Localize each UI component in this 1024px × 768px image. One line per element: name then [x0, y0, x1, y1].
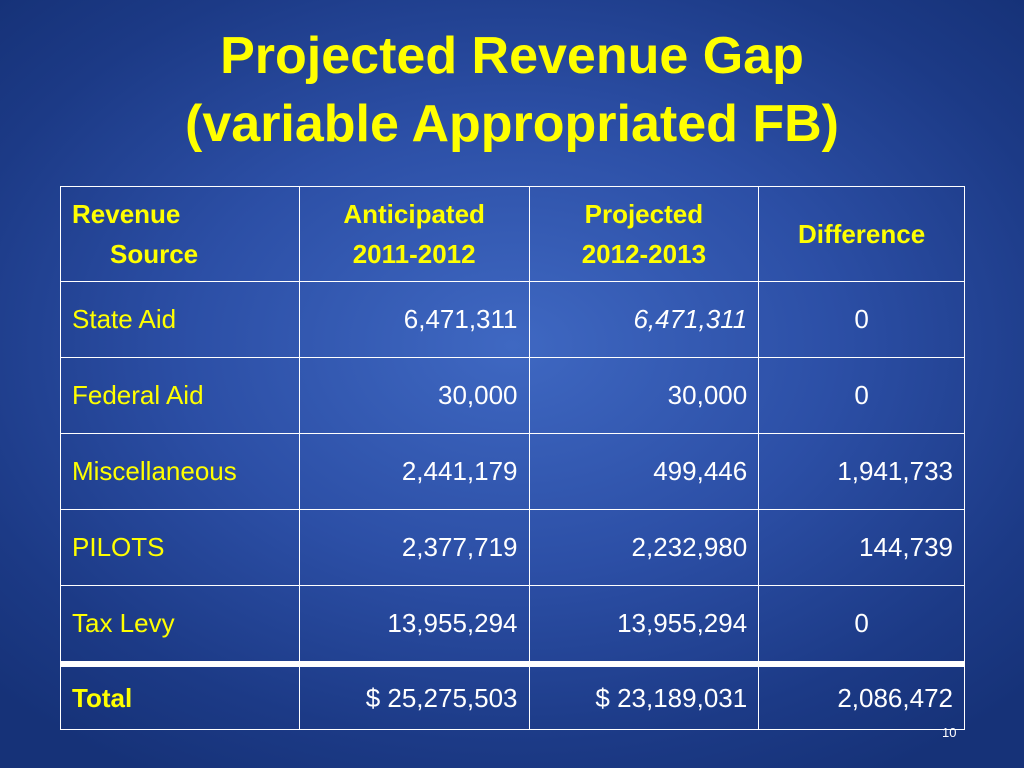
row-projected: 13,955,294: [528, 585, 760, 662]
header-projected-line1: Projected: [584, 199, 704, 229]
total-row: Total $ 25,275,503 $ 23,189,031 2,086,47…: [60, 666, 965, 730]
row-difference: 0: [758, 281, 965, 358]
table-row: State Aid 6,471,311 6,471,311 0: [60, 281, 965, 358]
slide-title: Projected Revenue Gap (variable Appropri…: [0, 22, 1024, 158]
total-difference: 2,086,472: [758, 666, 965, 730]
header-anticipated-line2: 2011-2012: [352, 239, 476, 269]
header-difference: Difference: [758, 186, 965, 282]
row-source: Federal Aid: [60, 357, 300, 434]
header-revenue-source-line2: Source: [110, 239, 199, 269]
row-anticipated: 13,955,294: [298, 585, 530, 662]
header-anticipated-line1: Anticipated: [343, 199, 485, 229]
table-row: PILOTS 2,377,719 2,232,980 144,739: [60, 509, 965, 586]
row-difference: 144,739: [758, 509, 965, 586]
row-anticipated: 6,471,311: [298, 281, 530, 358]
total-label: Total: [60, 666, 300, 730]
page-number: 10: [942, 725, 957, 740]
header-revenue-source: Revenue Source: [60, 186, 300, 282]
slide-title-line2: (variable Appropriated FB): [185, 95, 839, 153]
row-source: State Aid: [60, 281, 300, 358]
table-header-row: Revenue Source Anticipated 2011-2012 Pro…: [60, 186, 965, 282]
row-projected: 2,232,980: [528, 509, 760, 586]
header-revenue-source-line1: Revenue: [72, 199, 181, 229]
slide-title-line1: Projected Revenue Gap: [220, 27, 804, 85]
total-anticipated: $ 25,275,503: [298, 666, 530, 730]
row-anticipated: 2,377,719: [298, 509, 530, 586]
row-source: Tax Levy: [60, 585, 300, 662]
table-row: Tax Levy 13,955,294 13,955,294 0: [60, 585, 965, 662]
row-difference: 0: [758, 357, 965, 434]
row-projected: 499,446: [528, 433, 760, 510]
table-row: Miscellaneous 2,441,179 499,446 1,941,73…: [60, 433, 965, 510]
row-anticipated: 30,000: [298, 357, 530, 434]
row-difference: 1,941,733: [758, 433, 965, 510]
total-projected: $ 23,189,031: [528, 666, 760, 730]
table-row: Federal Aid 30,000 30,000 0: [60, 357, 965, 434]
header-anticipated: Anticipated 2011-2012: [298, 186, 530, 282]
row-source: PILOTS: [60, 509, 300, 586]
row-projected: 6,471,311: [528, 281, 760, 358]
row-source: Miscellaneous: [60, 433, 300, 510]
row-difference: 0: [758, 585, 965, 662]
header-projected: Projected 2012-2013: [528, 186, 760, 282]
row-anticipated: 2,441,179: [298, 433, 530, 510]
row-projected: 30,000: [528, 357, 760, 434]
revenue-table: Revenue Source Anticipated 2011-2012 Pro…: [60, 186, 965, 730]
header-projected-line2: 2012-2013: [581, 239, 707, 269]
